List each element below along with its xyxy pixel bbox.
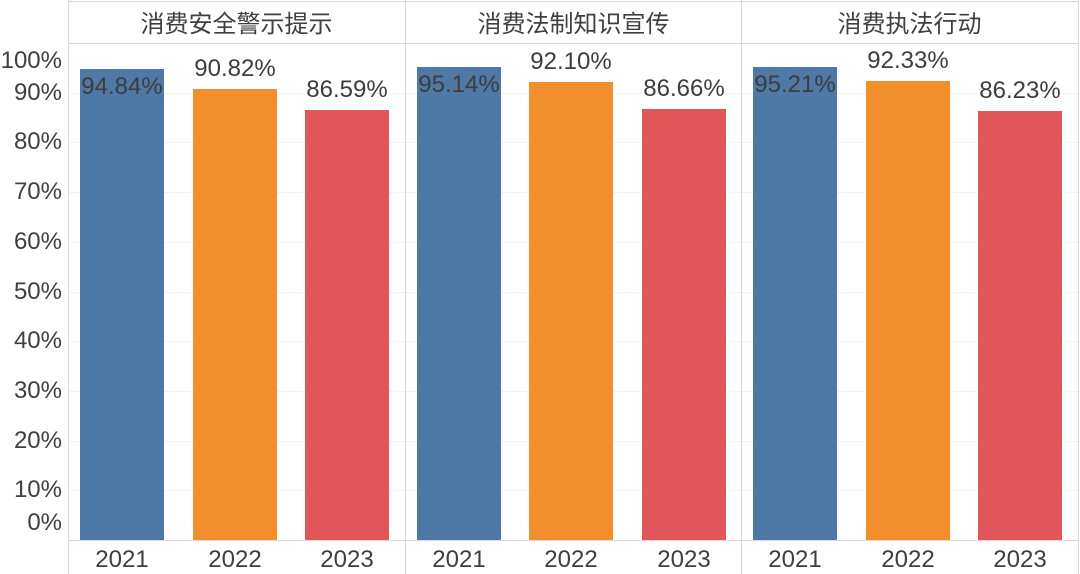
bar-value-label: 86.66%: [643, 75, 725, 102]
bar-2023[interactable]: [978, 111, 1062, 540]
x-tick-label: 2023: [320, 546, 374, 573]
y-tick-label: 20%: [13, 427, 62, 454]
y-tick-label: 50%: [13, 278, 62, 305]
x-axis-baseline: [68, 540, 1078, 541]
bar-value-label: 94.84%: [81, 73, 163, 100]
y-tick-label: 60%: [13, 228, 62, 255]
x-tick-label: 2022: [208, 546, 262, 573]
bar-value-label: 86.23%: [979, 77, 1061, 104]
chart-top-border: [68, 1, 1078, 2]
panel-border: [68, 0, 69, 574]
panel-title: 消费法制知识宣传: [477, 11, 670, 38]
bar-2022[interactable]: [193, 89, 277, 540]
panel-border: [741, 0, 742, 574]
x-tick-label: 2021: [768, 546, 822, 573]
x-tick-label: 2022: [881, 546, 935, 573]
x-tick-label: 2021: [432, 546, 486, 573]
y-tick-label: 80%: [13, 128, 62, 155]
bar-value-label: 86.59%: [306, 76, 388, 103]
panel-title: 消费安全警示提示: [140, 11, 333, 38]
x-tick-label: 2023: [657, 546, 711, 573]
bar-value-label: 92.33%: [867, 47, 949, 74]
y-tick-label: 10%: [13, 476, 62, 503]
y-tick-label: 40%: [13, 327, 62, 354]
header-separator-line: [68, 43, 1078, 44]
bar-2022[interactable]: [866, 81, 950, 540]
x-tick-label: 2021: [95, 546, 149, 573]
bar-2021[interactable]: [753, 67, 837, 540]
y-tick-label: 100%: [0, 47, 62, 74]
bar-value-label: 92.10%: [530, 48, 612, 75]
bar-2023[interactable]: [305, 110, 389, 540]
y-tick-label: 0%: [27, 509, 62, 536]
bar-2022[interactable]: [529, 82, 613, 540]
bar-2021[interactable]: [80, 69, 164, 540]
panel-title: 消费执法行动: [837, 11, 982, 38]
bar-value-label: 90.82%: [194, 55, 276, 82]
bar-2021[interactable]: [417, 67, 501, 540]
bar-value-label: 95.21%: [754, 71, 836, 98]
panel-border: [1078, 0, 1079, 574]
y-tick-label: 70%: [13, 178, 62, 205]
y-tick-label: 90%: [13, 79, 62, 106]
x-tick-label: 2022: [544, 546, 598, 573]
panel-border: [405, 0, 406, 574]
y-tick-label: 30%: [13, 377, 62, 404]
bar-2023[interactable]: [642, 109, 726, 540]
x-tick-label: 2023: [993, 546, 1047, 573]
bar-value-label: 95.14%: [418, 71, 500, 98]
